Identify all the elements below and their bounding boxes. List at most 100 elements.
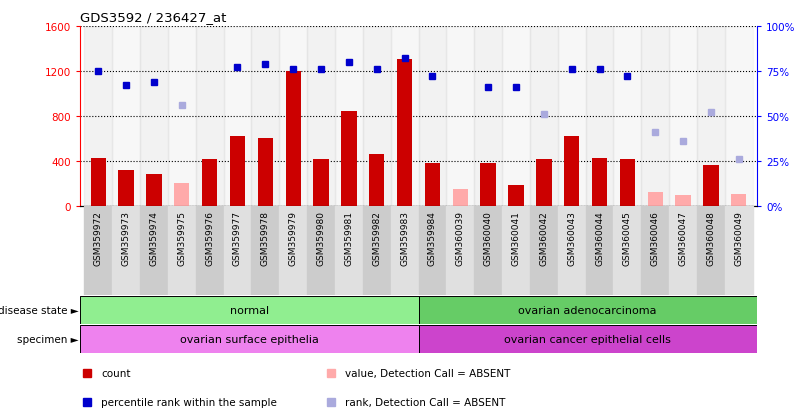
Bar [307,206,335,295]
Text: ovarian surface epithelia: ovarian surface epithelia [180,334,319,344]
Bar [614,27,642,206]
Bar [418,206,446,295]
Bar [119,171,134,206]
Text: GSM360047: GSM360047 [678,211,687,266]
Bar [335,206,363,295]
Bar [502,206,530,295]
Text: GSM359981: GSM359981 [344,211,353,266]
Bar [418,296,757,324]
Bar [223,206,252,295]
Bar [140,27,168,206]
Bar [252,206,280,295]
Text: count: count [101,368,131,378]
Bar [474,27,502,206]
Bar [168,27,195,206]
Bar [725,206,753,295]
Bar [703,166,718,206]
Bar [223,27,252,206]
Bar [586,206,614,295]
Bar [335,27,363,206]
Bar [195,27,223,206]
Bar [391,27,418,206]
Text: GSM359974: GSM359974 [150,211,159,266]
Bar [285,72,301,206]
Text: GSM360048: GSM360048 [706,211,715,266]
Bar [648,193,663,206]
Bar [725,27,753,206]
Text: ovarian cancer epithelial cells: ovarian cancer epithelial cells [505,334,671,344]
Bar [557,27,586,206]
Bar [557,206,586,295]
Bar [446,27,474,206]
Bar [642,206,669,295]
Bar [195,206,223,295]
Bar [697,206,725,295]
Text: percentile rank within the sample: percentile rank within the sample [101,397,277,407]
Text: GSM359975: GSM359975 [177,211,187,266]
Bar [313,159,328,206]
Bar [474,206,502,295]
Bar [369,155,384,206]
Bar [669,27,697,206]
Text: GSM360039: GSM360039 [456,211,465,266]
Bar [280,27,307,206]
Bar [202,159,217,206]
Bar [252,27,280,206]
Text: value, Detection Call = ABSENT: value, Detection Call = ABSENT [345,368,510,378]
Bar [91,158,106,206]
Bar [675,195,690,206]
Bar [418,325,757,353]
Bar [592,158,607,206]
Bar [564,137,579,206]
Text: GSM360046: GSM360046 [650,211,660,266]
Text: GSM359972: GSM359972 [94,211,103,266]
Text: GSM359983: GSM359983 [400,211,409,266]
Text: GSM360040: GSM360040 [484,211,493,266]
Bar [697,27,725,206]
Text: GSM360042: GSM360042 [539,211,549,266]
Bar [397,59,413,206]
Bar [341,112,356,206]
Bar [174,184,189,206]
Bar [230,137,245,206]
Text: GSM360043: GSM360043 [567,211,576,266]
Bar [258,139,273,206]
Text: ovarian adenocarcinoma: ovarian adenocarcinoma [518,305,657,315]
Bar [614,206,642,295]
Bar [731,194,747,206]
Text: disease state ►: disease state ► [0,305,78,315]
Bar [391,206,419,295]
Bar [140,206,168,295]
Bar [446,206,474,295]
Bar [363,27,391,206]
Text: specimen ►: specimen ► [17,334,78,344]
Text: GSM360044: GSM360044 [595,211,604,266]
Text: GSM359980: GSM359980 [316,211,325,266]
Text: normal: normal [230,305,269,315]
Text: GSM359977: GSM359977 [233,211,242,266]
Bar [536,160,552,206]
Bar [453,190,468,206]
Text: GSM360049: GSM360049 [735,211,743,266]
Text: GSM359978: GSM359978 [261,211,270,266]
Bar [509,186,524,206]
Bar [425,164,440,206]
Text: GSM360045: GSM360045 [623,211,632,266]
Bar [642,27,669,206]
Bar [669,206,697,295]
Text: GDS3592 / 236427_at: GDS3592 / 236427_at [80,11,227,24]
Text: GSM360041: GSM360041 [512,211,521,266]
Bar [84,27,112,206]
Bar [168,206,195,295]
Text: rank, Detection Call = ABSENT: rank, Detection Call = ABSENT [345,397,505,407]
Text: GSM359979: GSM359979 [288,211,298,266]
Bar [530,27,557,206]
Bar [80,325,418,353]
Text: GSM359984: GSM359984 [428,211,437,266]
Bar [147,175,162,206]
Bar [502,27,530,206]
Text: GSM359973: GSM359973 [122,211,131,266]
Bar [586,27,614,206]
Bar [112,27,140,206]
Bar [481,164,496,206]
